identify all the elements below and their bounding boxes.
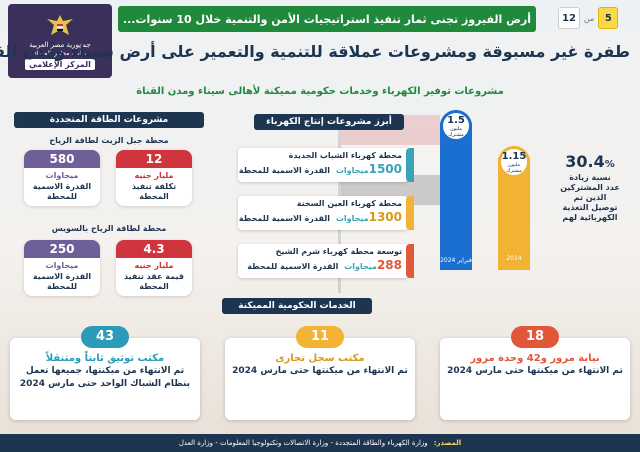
bar-2024 <box>440 122 472 270</box>
service-number: 43 <box>81 326 129 348</box>
service-card-notary: 43 مكتب توثيق ثابتاً ومتنقلاً تم الانتها… <box>10 326 200 420</box>
source-footer: المصدر: وزارة الكهرباء والطاقة المتجددة … <box>0 434 640 452</box>
gabal-cost-value: 12 <box>116 150 192 168</box>
gabal-capacity-desc: القدرة الاسمية للمحطة <box>32 182 92 201</box>
page-of-label: من <box>583 13 595 23</box>
top-banner: أرض الفيروز تجنى ثمار تنفيذ استراتيجيات … <box>118 6 536 32</box>
page-counter: 12 من 5 <box>558 6 638 30</box>
suez-capacity-desc: القدرة الاسمية للمحطة <box>32 272 92 291</box>
logo-line1: جمهورية مصر العربية <box>29 40 91 49</box>
bubble-2024: 1.5 مليون مشترك <box>440 110 472 142</box>
service-card-registry: 11 مكتب سجل تجارى تم الانتهاء من ميكنتها… <box>225 326 415 420</box>
suez-cost-desc: قيمة عقد تنفيذ المحطة <box>123 272 185 291</box>
service-desc: تم الانتهاء من ميكنتها حتى مارس 2024 <box>447 366 623 376</box>
service-number: 11 <box>296 326 344 348</box>
gabal-capacity-card: 580 ميجاوات القدرة الاسمية للمحطة <box>24 150 100 206</box>
page-subtitle: مشروعات توفير الكهرباء وخدمات حكومية ممي… <box>136 86 504 97</box>
plant-name: توسعة محطة كهرباء شرم الشيخ <box>275 247 402 256</box>
subscribers-chart: 1.5 مليون مشترك فبراير 2024 1.15 مليون م… <box>430 110 540 270</box>
plant-row-3: توسعة محطة كهرباء شرم الشيخ 288ميجاوات ا… <box>238 244 414 278</box>
page-total: 12 <box>558 7 580 29</box>
year-2024: فبراير 2024 <box>440 257 472 264</box>
subscribers-percent: 30.4% <box>565 152 615 171</box>
renewable-header: مشروعات الطاقة المتجددة <box>14 112 204 128</box>
subscribers-desc: نسبة زيادة عدد المشتركين الذين تم توصيل … <box>560 173 620 222</box>
service-card-traffic: 18 نيابة مرور و42 وحدة مرور تم الانتهاء … <box>440 326 630 420</box>
service-desc: تم الانتهاء من ميكنتها حتى مارس 2024 <box>232 366 408 376</box>
page-current: 5 <box>598 7 619 29</box>
gabal-cost-desc: تكلفة تنفيذ المحطة <box>131 182 177 201</box>
service-title: نيابة مرور و42 وحدة مرور <box>470 353 600 364</box>
gov-header: الخدمات الحكومية المميكنة <box>222 298 372 314</box>
suez-cost-unit: مليار جنيه <box>134 261 174 270</box>
source-label: المصدر: <box>433 439 462 447</box>
plant-name: محطة كهرباء العين السخنة <box>296 199 402 208</box>
plant-row-1: محطة كهرباء الشباب الجديدة 1500ميجاوات ا… <box>238 148 414 182</box>
plant-capacity: 1500ميجاوات القدرة الاسمية للمحطة <box>238 162 402 176</box>
plant-capacity: 1300ميجاوات القدرة الاسمية للمحطة <box>238 210 402 224</box>
gabal-cost-unit: مليار جنيه <box>134 171 174 180</box>
suez-capacity-unit: ميجاوات <box>45 261 79 270</box>
gabal-capacity-unit: ميجاوات <box>45 171 79 180</box>
service-desc: تم الانتهاء من ميكنتها، جميعها تعمل بنظا… <box>19 366 191 389</box>
logo-line2: رئاسة مجلس الوزراء <box>33 49 87 57</box>
suez-capacity-card: 250 ميجاوات القدرة الاسمية للمحطة <box>24 240 100 296</box>
suez-capacity-value: 250 <box>24 240 100 258</box>
page-title: طفرة غير مسبوقة ومشروعات عملاقة للتنمية … <box>0 42 630 61</box>
plant-capacity: 288ميجاوات القدرة الاسمية للمحطة <box>247 258 402 272</box>
eagle-icon <box>47 14 73 35</box>
subscribers-stat: 30.4% نسبة زيادة عدد المشتركين الذين تم … <box>550 152 630 223</box>
service-number: 18 <box>511 326 559 348</box>
year-2014: 2014 <box>506 255 522 262</box>
logo-line3: المركز الإعلامي <box>25 58 95 70</box>
plant-name: محطة كهرباء الشباب الجديدة <box>288 151 402 160</box>
gabal-cost-card: 12 مليار جنيه تكلفة تنفيذ المحطة <box>116 150 192 206</box>
suez-cost-card: 4.3 مليار جنيه قيمة عقد تنفيذ المحطة <box>116 240 192 296</box>
plant-row-2: محطة كهرباء العين السخنة 1300ميجاوات الق… <box>238 196 414 230</box>
power-header: أبرز مشروعات إنتاج الكهرباء <box>254 114 404 130</box>
source-text: وزارة الكهرباء والطاقة المتجددة - وزارة … <box>178 439 428 447</box>
gabal-title: محطة جبل الزيت لطاقة الرياح <box>49 136 169 145</box>
gabal-capacity-value: 580 <box>24 150 100 168</box>
service-title: مكتب توثيق ثابتاً ومتنقلاً <box>45 353 165 364</box>
cabinet-logo: جمهورية مصر العربية رئاسة مجلس الوزراء ا… <box>8 4 112 78</box>
suez-cost-value: 4.3 <box>116 240 192 258</box>
suez-title: محطة لطاقة الرياح بالسويس <box>51 224 167 233</box>
service-title: مكتب سجل تجارى <box>275 353 365 364</box>
bubble-2014: 1.15 مليون مشترك <box>498 146 530 178</box>
